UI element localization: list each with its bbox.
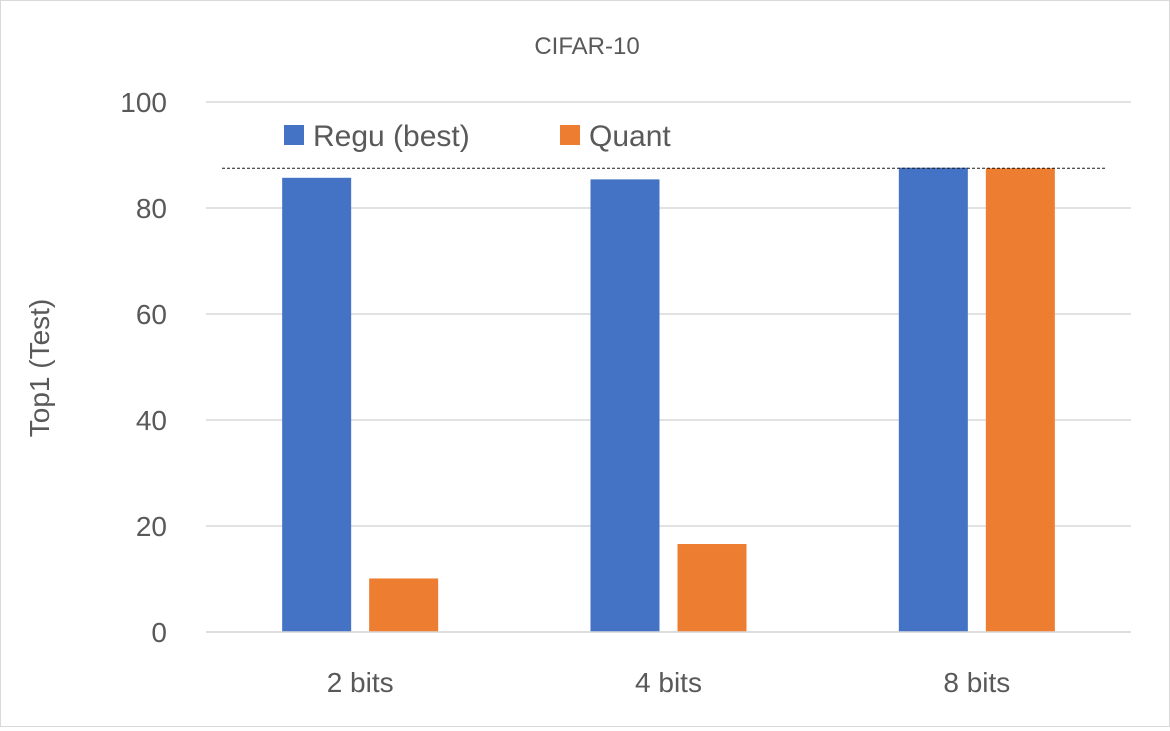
legend: Regu (best) Quant bbox=[284, 120, 671, 153]
y-tick-label: 0 bbox=[151, 617, 167, 648]
legend-label: Regu (best) bbox=[313, 120, 470, 153]
bar-quant-8-bits bbox=[985, 168, 1055, 632]
y-tick-label: 80 bbox=[136, 193, 167, 224]
x-tick-label: 4 bits bbox=[635, 667, 702, 698]
bar-regu-best-2-bits bbox=[282, 177, 352, 633]
legend-swatch bbox=[284, 125, 304, 145]
x-tick-label: 8 bits bbox=[943, 667, 1010, 698]
chart-title: CIFAR-10 bbox=[534, 33, 639, 60]
y-tick-label: 20 bbox=[136, 511, 167, 542]
y-axis-ticks: 0 20 40 60 80 100 bbox=[120, 87, 167, 648]
legend-swatch bbox=[560, 125, 580, 145]
bars bbox=[206, 167, 1131, 633]
bar-quant-4-bits bbox=[677, 544, 747, 632]
y-axis-label: Top1 (Test) bbox=[24, 299, 55, 438]
x-axis-ticks: 2 bits 4 bits 8 bits bbox=[327, 667, 1011, 698]
bar-regu-best-4-bits bbox=[590, 179, 660, 632]
y-tick-label: 40 bbox=[136, 405, 167, 436]
bar-regu-best-8-bits bbox=[898, 167, 968, 632]
x-tick-label: 2 bits bbox=[327, 667, 394, 698]
y-tick-label: 60 bbox=[136, 299, 167, 330]
y-tick-label: 100 bbox=[120, 87, 167, 118]
bar-quant-2-bits bbox=[369, 578, 439, 632]
legend-label: Quant bbox=[589, 120, 671, 153]
